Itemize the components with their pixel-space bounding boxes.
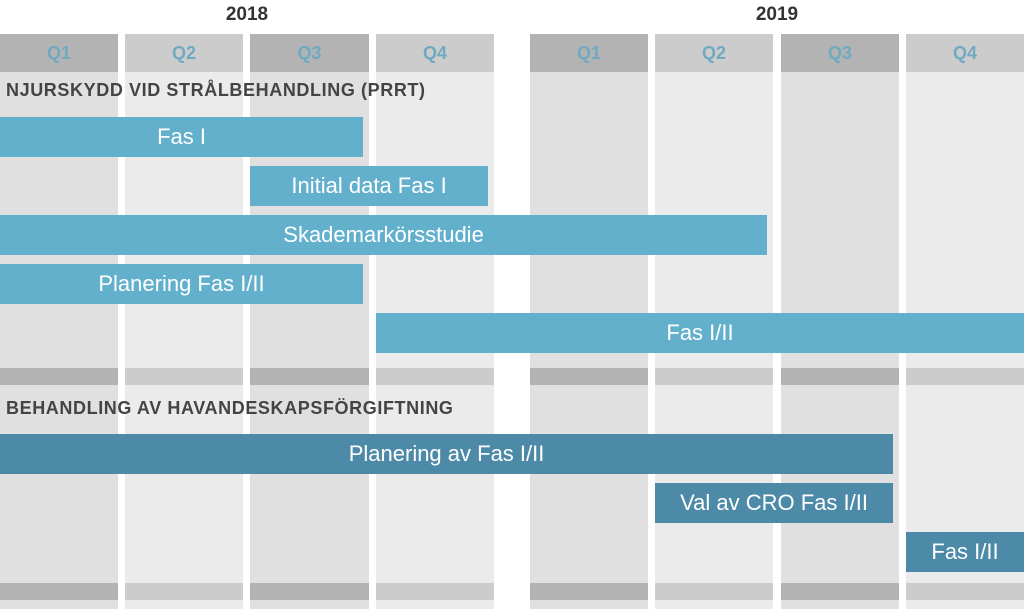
- quarter-header: Q4: [906, 34, 1024, 72]
- quarter-header: Q1: [0, 34, 118, 72]
- section-divider-strip: [906, 368, 1024, 385]
- section-divider-strip: [125, 368, 243, 385]
- task-bar: Val av CRO Fas I/II: [655, 483, 894, 523]
- quarter-header: Q3: [781, 34, 899, 72]
- task-bar: Fas I: [0, 117, 364, 157]
- quarter-header: Q2: [655, 34, 773, 72]
- section-divider-strip: [655, 368, 773, 385]
- quarter-column: [0, 72, 118, 609]
- section-divider-strip: [906, 583, 1024, 600]
- quarter-header: Q3: [250, 34, 369, 72]
- task-bar: Planering Fas I/II: [0, 264, 364, 304]
- section-divider-strip: [781, 368, 899, 385]
- year-label-2018: 2018: [225, 4, 269, 25]
- quarter-column: [250, 72, 369, 609]
- task-bar: Initial data Fas I: [250, 166, 489, 206]
- section-divider-strip: [250, 583, 369, 600]
- section-divider-strip: [376, 583, 494, 600]
- task-bar: Fas I/II: [376, 313, 1024, 353]
- section-divider-strip: [125, 583, 243, 600]
- task-bar: Fas I/II: [906, 532, 1024, 572]
- section-divider-strip: [781, 583, 899, 600]
- section-divider-strip: [530, 583, 648, 600]
- quarter-header: Q2: [125, 34, 243, 72]
- section-divider-strip: [655, 583, 773, 600]
- quarter-column: [125, 72, 243, 609]
- section-divider-strip: [250, 368, 369, 385]
- section-title: NJURSKYDD VID STRÅLBEHANDLING (PRRT): [6, 80, 426, 100]
- quarter-header: Q4: [376, 34, 494, 72]
- section-divider-strip: [376, 368, 494, 385]
- section-divider-strip: [0, 368, 118, 385]
- quarter-header: Q1: [530, 34, 648, 72]
- year-label-2019: 2019: [755, 4, 799, 25]
- section-divider-strip: [530, 368, 648, 385]
- section-title: BEHANDLING AV HAVANDESKAPSFÖRGIFTNING: [6, 398, 454, 418]
- task-bar: Planering av Fas I/II: [0, 434, 894, 474]
- task-bar: Skademarkörsstudie: [0, 215, 768, 255]
- section-divider-strip: [0, 583, 118, 600]
